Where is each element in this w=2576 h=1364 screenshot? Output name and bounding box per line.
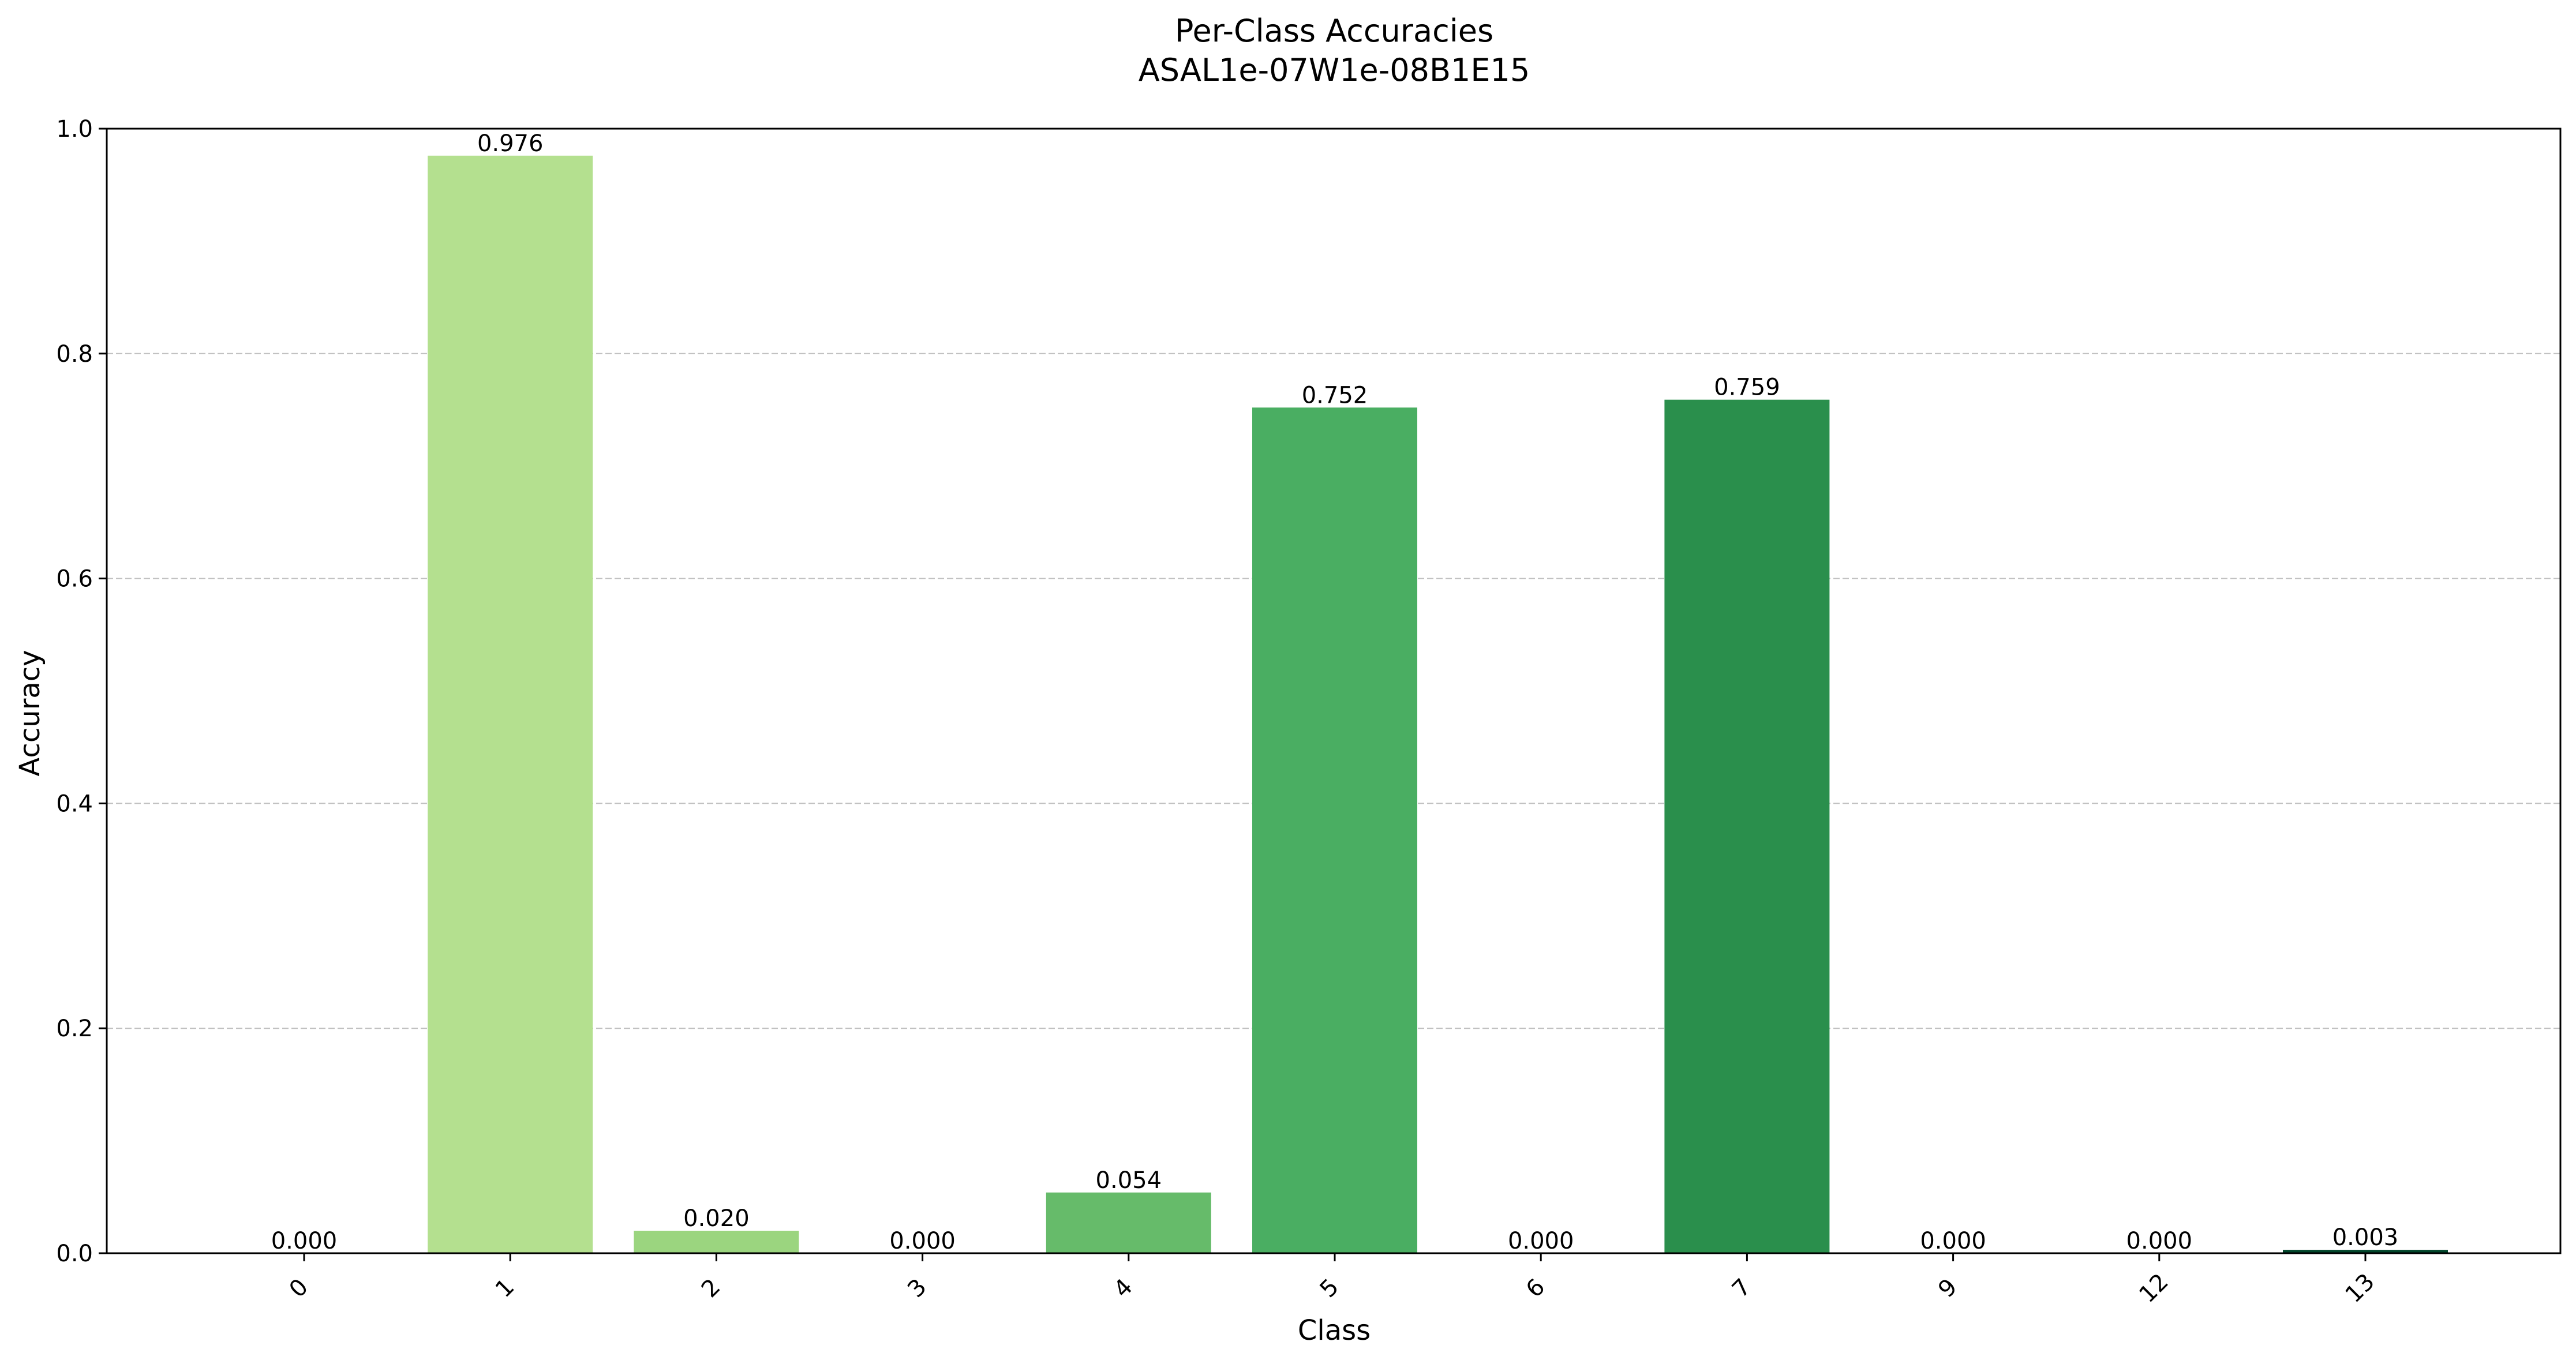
bar-value-label: 0.752 bbox=[1302, 382, 1368, 409]
bar-value-label: 0.000 bbox=[271, 1228, 338, 1254]
x-axis-label: Class bbox=[1298, 1314, 1371, 1347]
bar-class-2 bbox=[634, 1231, 799, 1253]
y-tick-label: 0.0 bbox=[56, 1241, 93, 1267]
y-tick-label: 0.4 bbox=[56, 790, 93, 817]
y-tick-label: 0.6 bbox=[56, 566, 93, 593]
bar-value-label: 0.003 bbox=[2332, 1224, 2399, 1251]
bar-value-label: 0.000 bbox=[1920, 1228, 1986, 1254]
chart-subtitle: ASAL1e-07W1e-08B1E15 bbox=[1139, 52, 1530, 88]
data-labels: 0.000 0.976 0.020 0.000 0.054 0.752 0.000 0.759… bbox=[271, 130, 2399, 1254]
y-axis-ticks: 0.0 0.2 0.4 0.6 0.8 1.0 bbox=[56, 116, 107, 1267]
bar-class-1 bbox=[428, 155, 593, 1253]
y-tick-label: 0.8 bbox=[56, 341, 93, 368]
y-tick-label: 1.0 bbox=[56, 116, 93, 143]
bar-class-4 bbox=[1046, 1192, 1211, 1253]
chart-title: Per-Class Accuracies bbox=[1175, 13, 1493, 49]
bar-value-label: 0.054 bbox=[1096, 1167, 1162, 1194]
y-axis-label: Accuracy bbox=[14, 650, 46, 776]
bar-value-label: 0.000 bbox=[2126, 1228, 2193, 1254]
bar-value-label: 0.000 bbox=[1508, 1228, 1574, 1254]
bar-value-label: 0.020 bbox=[683, 1205, 750, 1232]
y-tick-label: 0.2 bbox=[56, 1015, 93, 1042]
bar-value-label: 0.000 bbox=[889, 1228, 956, 1254]
bar-value-label: 0.759 bbox=[1714, 374, 1780, 401]
plot-frame bbox=[106, 128, 2562, 1254]
bar-value-label: 0.976 bbox=[477, 130, 544, 157]
bar-class-13 bbox=[2283, 1250, 2448, 1253]
bar-class-7 bbox=[1664, 399, 1830, 1253]
bars bbox=[428, 155, 2448, 1253]
bar-class-5 bbox=[1252, 407, 1417, 1253]
